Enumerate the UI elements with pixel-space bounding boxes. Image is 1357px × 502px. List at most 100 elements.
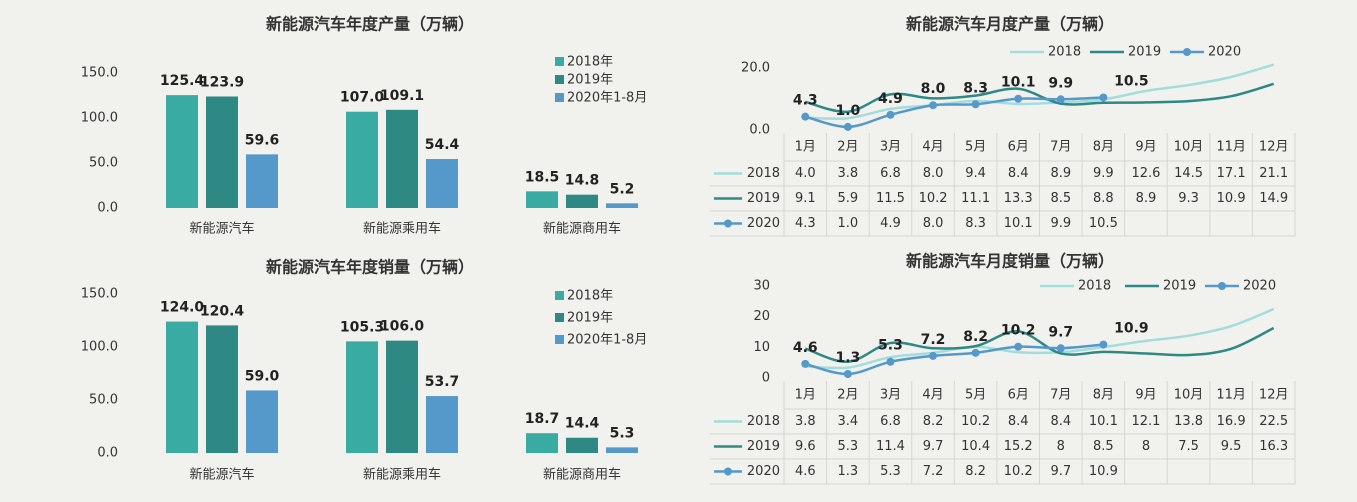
- chart-title: 新能源汽车月度销量（万辆）: [906, 252, 1114, 271]
- data-label: 8.0: [921, 81, 946, 97]
- data-label: 123.9: [200, 74, 244, 90]
- table-cell: 8.4: [1008, 166, 1029, 181]
- table-cell: 1.3: [838, 464, 859, 479]
- data-label: 5.3: [878, 338, 903, 354]
- table-cell: 9.7: [923, 439, 944, 454]
- bar: [526, 191, 558, 208]
- table-cell: 8.3: [965, 216, 986, 231]
- x-tick-label: 新能源商用车: [543, 467, 621, 483]
- table-cell: 10.2: [1004, 464, 1033, 479]
- legend-swatch: [555, 291, 564, 300]
- table-cell: 4.9: [880, 216, 901, 231]
- table-cell: 13.8: [1174, 414, 1203, 429]
- table-key-marker: [724, 219, 732, 228]
- table-cell: 22.5: [1259, 414, 1288, 429]
- series-line: [804, 82, 1275, 113]
- x-tick-label: 3月: [880, 140, 901, 155]
- table-row-label: 2018: [747, 166, 780, 181]
- legend-label: 2018: [1078, 279, 1111, 294]
- x-tick-label: 新能源乘用车: [363, 221, 441, 237]
- legend-swatch: [555, 75, 564, 84]
- legend-marker: [1183, 48, 1191, 56]
- table-cell: 9.5: [1221, 439, 1242, 454]
- y-tick-label: 150.0: [81, 66, 118, 81]
- x-tick-label: 5月: [965, 388, 986, 403]
- point: [971, 348, 980, 357]
- y-tick-label: 30: [753, 279, 770, 294]
- table-cell: 5.3: [880, 464, 901, 479]
- table-cell: 10.1: [1004, 216, 1033, 231]
- data-label: 5.2: [610, 181, 635, 197]
- data-label: 5.3: [610, 425, 635, 441]
- table-cell: 10.9: [1217, 191, 1246, 206]
- bar: [166, 95, 198, 208]
- table-cell: 12.1: [1131, 414, 1160, 429]
- x-tick-label: 新能源汽车: [189, 467, 254, 483]
- point: [886, 357, 895, 366]
- x-tick-label: 8月: [1093, 388, 1114, 403]
- chart-title: 新能源汽车年度产量（万辆）: [266, 15, 474, 34]
- point: [843, 122, 852, 131]
- table-cell: 7.5: [1178, 439, 1199, 454]
- table-cell: 21.1: [1259, 166, 1288, 181]
- bar: [566, 437, 598, 453]
- table-cell: 13.3: [1004, 191, 1033, 206]
- data-label: 120.4: [200, 303, 245, 319]
- point: [929, 351, 938, 360]
- bar: [526, 433, 558, 453]
- point: [1099, 93, 1108, 102]
- series-line: [804, 326, 1275, 363]
- data-label: 10.5: [1114, 73, 1149, 89]
- table-cell: 16.3: [1259, 439, 1288, 454]
- point: [801, 112, 810, 121]
- bar: [166, 321, 198, 453]
- bar: [386, 109, 418, 208]
- table-cell: 15.2: [1004, 439, 1033, 454]
- data-label: 18.5: [525, 169, 560, 185]
- data-label: 4.9: [878, 91, 903, 107]
- data-label: 9.9: [1048, 75, 1073, 91]
- bar: [606, 447, 638, 453]
- chart-title: 新能源汽车月度产量（万辆）: [906, 15, 1114, 34]
- table-cell: 6.8: [880, 414, 901, 429]
- table-cell: 8.9: [1050, 166, 1071, 181]
- y-tick-label: 10: [753, 340, 770, 355]
- table-cell: 4.6: [795, 464, 816, 479]
- table-cell: 8.5: [1050, 191, 1071, 206]
- data-label: 1.0: [835, 103, 860, 119]
- table-cell: 8.2: [965, 464, 986, 479]
- table-cell: 8: [1057, 439, 1065, 454]
- x-tick-label: 7月: [1050, 140, 1071, 155]
- bar: [426, 159, 458, 208]
- data-label: 107.0: [340, 90, 385, 106]
- table-row-label: 2020: [747, 464, 780, 479]
- table-cell: 7.2: [923, 464, 944, 479]
- point: [1056, 344, 1065, 353]
- bar: [566, 194, 598, 208]
- legend-label: 2019年: [567, 73, 613, 88]
- bar: [426, 396, 458, 453]
- table-cell: 8.0: [923, 166, 944, 181]
- table-cell: 8.9: [1136, 191, 1157, 206]
- x-tick-label: 7月: [1050, 388, 1071, 403]
- x-tick-label: 3月: [880, 388, 901, 403]
- point: [801, 359, 810, 368]
- x-tick-label: 4月: [922, 140, 943, 155]
- bar: [206, 96, 238, 208]
- series-line: [805, 307, 1275, 370]
- table-cell: 5.9: [838, 191, 859, 206]
- point: [886, 110, 895, 119]
- y-tick-label: 20: [753, 309, 770, 324]
- legend-swatch: [555, 335, 564, 344]
- data-label: 109.1: [380, 88, 424, 104]
- data-label: 9.7: [1048, 324, 1073, 340]
- data-label: 4.6: [793, 340, 818, 356]
- y-tick-label: 0.0: [749, 123, 770, 138]
- data-label: 7.2: [921, 332, 946, 348]
- table-key-marker: [724, 467, 732, 476]
- y-tick-label: 100.0: [81, 111, 118, 126]
- table-row-label: 2020: [747, 216, 780, 231]
- data-label: 14.4: [565, 416, 600, 432]
- legend-label: 2018年: [567, 55, 613, 70]
